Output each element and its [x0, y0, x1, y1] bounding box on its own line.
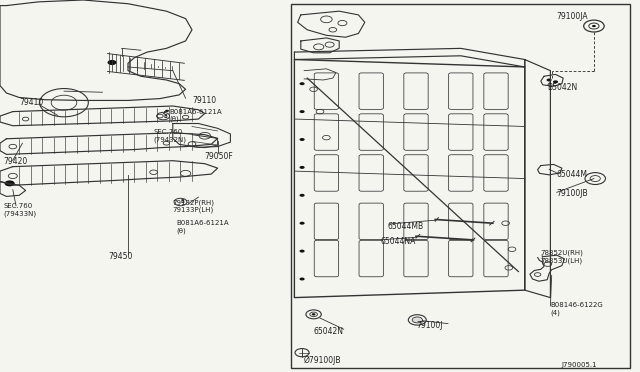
Circle shape: [4, 180, 15, 186]
Text: 79450: 79450: [109, 252, 133, 261]
Circle shape: [300, 82, 305, 85]
Text: 79100JA: 79100JA: [557, 12, 588, 21]
Text: 65044MB: 65044MB: [387, 222, 423, 231]
Circle shape: [165, 110, 169, 112]
Circle shape: [592, 25, 596, 27]
Bar: [291, 4, 630, 368]
Text: B081A6-6121A
(θ): B081A6-6121A (θ): [176, 220, 228, 234]
Circle shape: [300, 278, 305, 280]
Text: 65044NA: 65044NA: [381, 237, 416, 246]
Text: 79100J: 79100J: [416, 321, 442, 330]
Circle shape: [300, 222, 305, 225]
Text: 65042N: 65042N: [314, 327, 344, 336]
Text: 78852U(RH)
78853U(LH): 78852U(RH) 78853U(LH): [541, 250, 584, 264]
Circle shape: [553, 80, 558, 83]
Circle shape: [300, 166, 305, 169]
Circle shape: [300, 250, 305, 253]
Circle shape: [312, 313, 316, 315]
Text: 65044M: 65044M: [557, 170, 588, 179]
Text: J790005.1: J790005.1: [562, 362, 598, 368]
Circle shape: [412, 317, 422, 323]
Circle shape: [300, 138, 305, 141]
Circle shape: [300, 110, 305, 113]
Text: SEC.760
(79433N): SEC.760 (79433N): [3, 203, 36, 217]
Circle shape: [547, 78, 552, 81]
Circle shape: [300, 194, 305, 197]
Text: 79110: 79110: [192, 96, 216, 105]
Text: Ø79100JB: Ø79100JB: [304, 356, 342, 365]
Text: B5042N: B5042N: [547, 83, 577, 92]
Text: 79050F: 79050F: [205, 152, 234, 161]
Text: 79410: 79410: [19, 98, 44, 107]
Text: 79132P(RH)
79133P(LH): 79132P(RH) 79133P(LH): [173, 199, 215, 214]
Text: SEC.760
(79432N): SEC.760 (79432N): [154, 129, 187, 142]
Circle shape: [108, 60, 116, 65]
Text: 79420: 79420: [3, 157, 28, 166]
Text: 79100JB: 79100JB: [557, 189, 588, 198]
Text: B: B: [180, 199, 184, 205]
Text: B081A6-6121A
(θ): B081A6-6121A (θ): [170, 109, 222, 122]
Text: B: B: [163, 113, 167, 119]
Text: B08146-6122G
(4): B08146-6122G (4): [550, 302, 603, 315]
